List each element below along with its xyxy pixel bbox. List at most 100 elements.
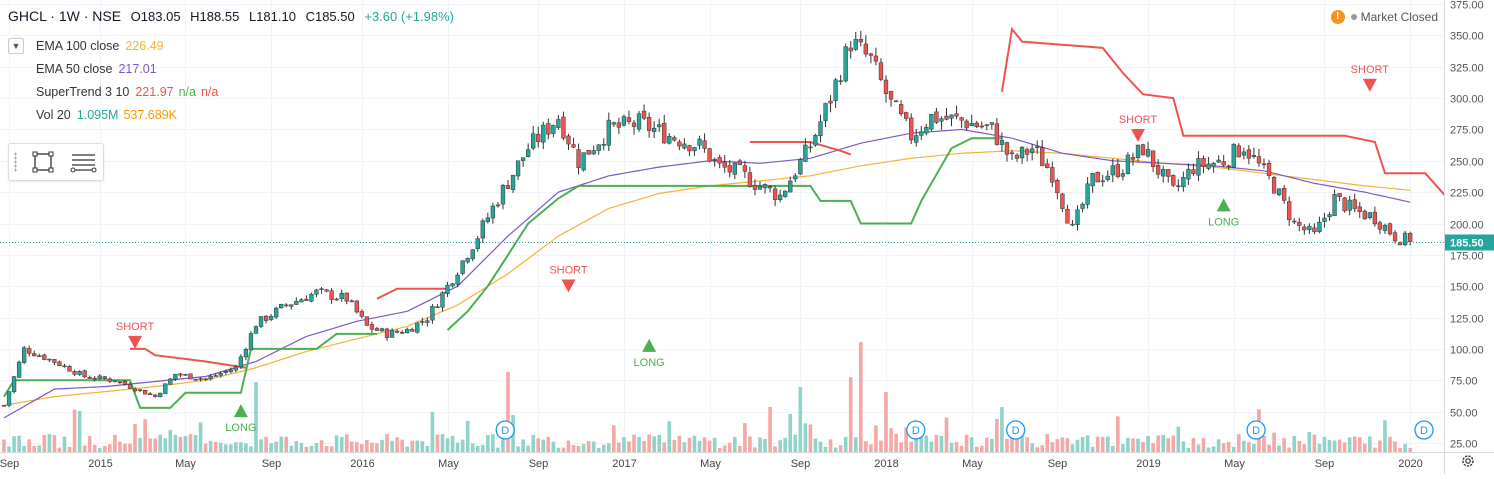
legend-row-ema50[interactable]: EMA 50 close 217.01: [8, 57, 218, 80]
volume-bar: [778, 440, 782, 452]
volume-bar: [828, 439, 833, 452]
candle-body: [1327, 214, 1332, 217]
volume-bar: [97, 447, 102, 452]
volume-bar: [148, 438, 152, 452]
volume-bar: [909, 441, 913, 452]
volume-bar: [823, 446, 828, 452]
drag-handle-icon[interactable]: [14, 152, 17, 172]
volume-bar: [299, 442, 304, 452]
candle-body: [1271, 177, 1277, 194]
rectangle-tool-icon[interactable]: [31, 150, 55, 174]
candle: [1347, 195, 1352, 216]
candle: [1, 405, 7, 407]
candle: [238, 354, 244, 369]
volume-bar: [229, 444, 233, 452]
candle-body: [1191, 169, 1196, 175]
candle-body: [944, 115, 949, 120]
dividend-marker[interactable]: D: [1414, 420, 1434, 440]
legend-value-2: 537.689K: [123, 107, 177, 122]
volume-bar: [7, 446, 11, 452]
candle: [1332, 189, 1337, 217]
candle: [1100, 175, 1105, 187]
candle-body: [868, 53, 874, 56]
candle: [883, 75, 889, 103]
legend-row-volume[interactable]: Vol 20 1.095M 537.689K: [8, 103, 218, 126]
candle-body: [183, 374, 188, 376]
lines-menu-icon[interactable]: [69, 150, 97, 174]
candle: [1287, 196, 1292, 226]
drawing-toolbox[interactable]: [8, 143, 104, 181]
candle-body: [546, 123, 551, 135]
change-value: +3.60 (+1.98%): [364, 9, 454, 24]
volume-bar: [1146, 435, 1150, 452]
dividend-marker[interactable]: D: [495, 420, 515, 440]
dividend-marker[interactable]: D: [1006, 420, 1026, 440]
candle: [682, 138, 687, 150]
volume-bar: [153, 438, 157, 452]
volume-bar: [244, 443, 248, 452]
volume-bar: [1186, 447, 1191, 452]
candle-body: [425, 320, 430, 323]
volume-bar: [113, 434, 117, 452]
volume-bar: [1221, 443, 1226, 452]
candle: [430, 303, 435, 324]
candle: [783, 190, 788, 198]
candle: [888, 90, 894, 107]
candle-body: [1145, 149, 1151, 157]
candle-body: [455, 274, 460, 285]
candle-body: [339, 293, 344, 299]
candle-body: [1266, 162, 1272, 176]
candle: [909, 113, 914, 145]
symbol-title[interactable]: GHCL · 1W · NSE: [8, 8, 122, 24]
candle: [188, 373, 193, 380]
candle-body: [163, 383, 168, 394]
volume-bar: [1216, 439, 1221, 452]
dividend-marker[interactable]: D: [1246, 420, 1266, 440]
candle-body: [284, 304, 289, 307]
candle: [531, 126, 536, 151]
candle-body: [909, 117, 914, 141]
volume-bar: [536, 438, 541, 452]
candle: [389, 328, 395, 338]
market-status[interactable]: ! Market Closed: [1330, 10, 1438, 24]
candle: [778, 189, 783, 203]
candle: [848, 41, 853, 59]
candle: [1085, 177, 1090, 209]
candle: [1130, 152, 1136, 166]
volume-bar: [1161, 435, 1165, 452]
volume-bar: [838, 445, 843, 452]
volume-bar: [218, 442, 223, 452]
dividend-marker[interactable]: D: [906, 420, 926, 440]
volume-bar: [566, 440, 571, 452]
candle-body: [87, 377, 92, 379]
volume-bar: [768, 407, 772, 452]
candle: [1292, 218, 1297, 225]
candle-body: [586, 149, 591, 155]
legend-row-ema100[interactable]: ▼ EMA 100 close 226.49: [8, 34, 218, 57]
candle: [873, 47, 879, 66]
legend-row-supertrend[interactable]: SuperTrend 3 10 221.97 n/a n/a: [8, 80, 218, 103]
candle: [258, 316, 264, 329]
volume-bar: [556, 447, 561, 452]
candle-body: [117, 381, 123, 383]
gear-icon[interactable]: [1460, 453, 1476, 469]
volume-bar: [1403, 443, 1407, 452]
candle: [833, 78, 838, 108]
volume-bar: [430, 412, 435, 452]
candle: [898, 100, 904, 117]
candle: [566, 133, 571, 151]
chevron-down-icon[interactable]: ▼: [8, 37, 24, 54]
candle-body: [1216, 159, 1221, 163]
candle: [37, 353, 42, 358]
volume-bar: [1373, 447, 1377, 452]
volume-bar: [47, 434, 52, 452]
candle-body: [878, 62, 884, 80]
warning-icon[interactable]: !: [1330, 10, 1345, 24]
volume-bar: [1252, 444, 1256, 452]
candle-body: [697, 138, 702, 146]
volume-bar: [259, 439, 263, 452]
candle: [410, 327, 415, 332]
